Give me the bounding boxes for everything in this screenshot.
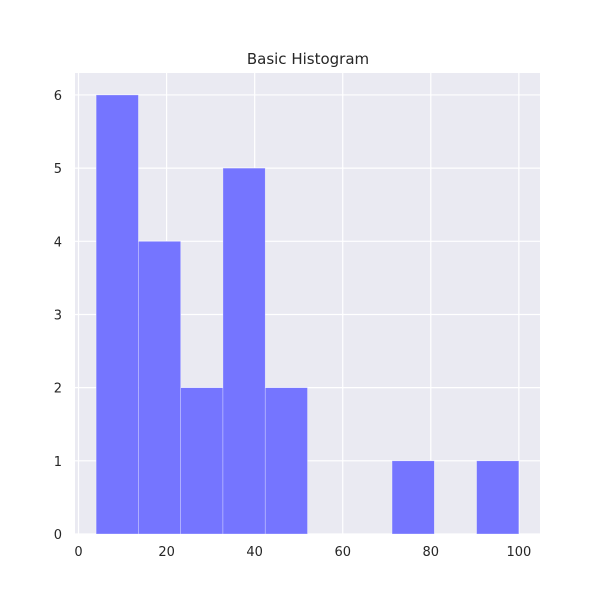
x-tick-label-0: 0 [74,545,82,560]
histogram-bar-3 [222,167,266,535]
bars-group [95,94,520,535]
x-tick-label-2: 40 [246,545,263,560]
y-tick-label-5: 5 [54,162,62,177]
x-tick-label-5: 100 [506,545,531,560]
y-tick-label-4: 4 [54,235,62,250]
histogram-bar-0 [95,94,139,535]
y-tick-label-6: 6 [54,89,62,104]
y-tick-label-3: 3 [54,308,62,323]
y-tick-label-2: 2 [54,382,62,397]
x-tick-label-4: 80 [423,545,440,560]
y-tick-label-0: 0 [54,528,62,543]
y-tick-label-1: 1 [54,455,62,470]
x-tick-label-3: 60 [334,545,351,560]
x-tick-labels: 0 20 40 60 80 100 [74,545,531,560]
y-tick-labels: 0 1 2 3 4 5 6 [54,89,62,543]
histogram-bar-2 [180,387,224,535]
chart-title: Basic Histogram [247,50,369,68]
x-tick-label-1: 20 [158,545,175,560]
histogram-bar-7 [391,460,435,535]
histogram-bar-4 [264,387,308,535]
histogram-bar-9 [476,460,520,535]
histogram-bar-1 [138,241,181,535]
